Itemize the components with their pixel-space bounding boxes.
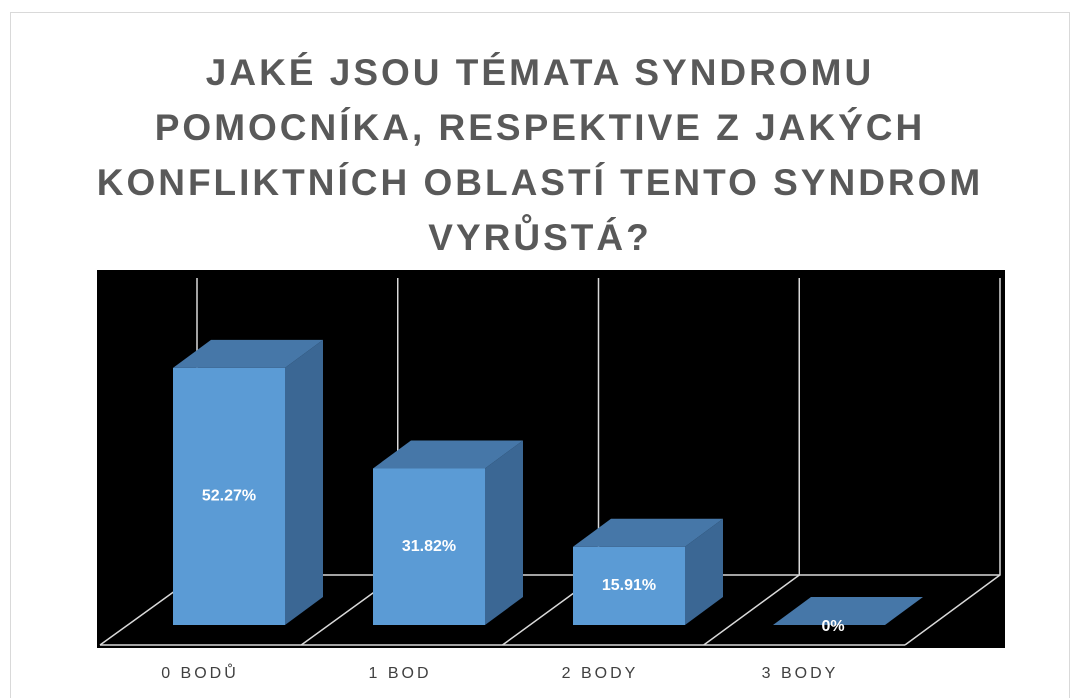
bar-top — [573, 518, 723, 547]
wall-line — [703, 278, 800, 646]
bar-side — [285, 339, 323, 625]
bar-side — [685, 518, 723, 625]
x-tick-label: 1 BOD — [368, 665, 431, 682]
x-tick-label: 3 BODY — [762, 665, 839, 682]
value-label: 0% — [821, 618, 844, 635]
bar-top — [373, 440, 523, 469]
bar-top — [173, 339, 323, 368]
bar — [173, 339, 323, 625]
bar — [573, 518, 723, 625]
wall-line — [904, 278, 1001, 646]
value-label: 15.91% — [602, 577, 656, 594]
bar-front — [573, 546, 685, 625]
bar-front — [373, 468, 485, 625]
x-tick-label: 2 BODY — [562, 665, 639, 682]
value-label: 31.82% — [402, 538, 456, 555]
chart-title: POMOCNÍKA, RESPEKTIVE Z JAKÝCH — [155, 107, 925, 148]
bar-top — [773, 597, 923, 625]
chart-title: VYRŮSTÁ? — [428, 213, 651, 258]
x-tick-label: 0 BODŮ — [161, 663, 239, 682]
chart-title: KONFLIKTNÍCH OBLASTÍ TENTO SYNDROM — [97, 162, 984, 203]
chart-title: JAKÉ JSOU TÉMATA SYNDROMU — [206, 52, 874, 93]
bar-front — [173, 367, 285, 625]
bar-side — [485, 440, 523, 625]
bar — [773, 597, 923, 625]
value-label: 52.27% — [202, 488, 256, 505]
bar — [373, 440, 523, 625]
